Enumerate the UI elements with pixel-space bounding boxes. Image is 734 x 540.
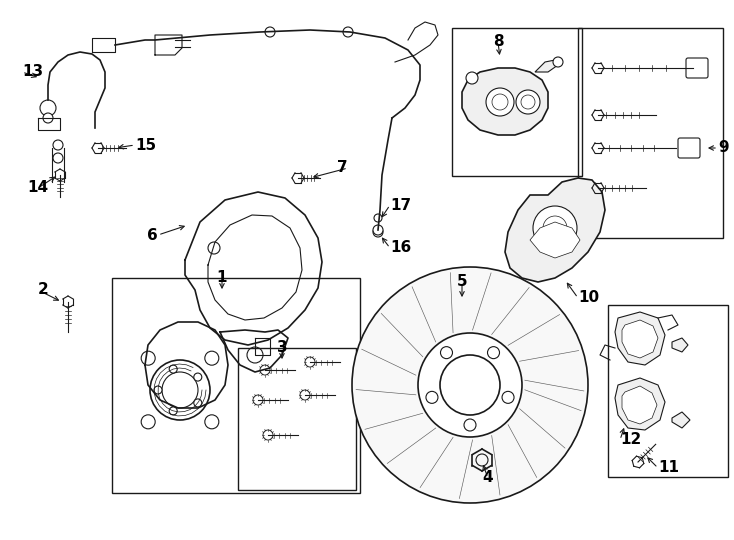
Bar (238, 348, 356, 490)
Circle shape (43, 113, 53, 123)
Text: 7: 7 (338, 160, 348, 176)
FancyBboxPatch shape (686, 58, 708, 78)
Circle shape (40, 100, 56, 116)
Text: 11: 11 (658, 461, 679, 476)
Text: 17: 17 (390, 198, 411, 213)
Circle shape (141, 415, 155, 429)
Circle shape (440, 347, 452, 359)
Polygon shape (672, 412, 690, 428)
Polygon shape (622, 320, 658, 358)
Circle shape (466, 72, 478, 84)
Polygon shape (530, 222, 580, 258)
Circle shape (486, 88, 514, 116)
Circle shape (300, 390, 310, 400)
Polygon shape (535, 60, 558, 72)
Polygon shape (505, 178, 605, 282)
Circle shape (502, 392, 514, 403)
Text: 4: 4 (483, 470, 493, 485)
Circle shape (373, 225, 383, 235)
Circle shape (53, 140, 63, 150)
Text: 6: 6 (148, 227, 158, 242)
Polygon shape (622, 386, 657, 424)
Text: 10: 10 (578, 291, 599, 306)
Polygon shape (462, 68, 548, 135)
Circle shape (154, 386, 162, 394)
Bar (452, 28, 582, 176)
Circle shape (418, 333, 522, 437)
FancyBboxPatch shape (678, 138, 700, 158)
Circle shape (53, 153, 63, 163)
Circle shape (305, 357, 315, 367)
Circle shape (194, 373, 202, 381)
Text: 15: 15 (135, 138, 156, 152)
Circle shape (170, 365, 177, 373)
Text: 13: 13 (22, 64, 43, 79)
Circle shape (260, 365, 270, 375)
Circle shape (150, 360, 210, 420)
Text: 16: 16 (390, 240, 411, 255)
Text: 5: 5 (457, 274, 468, 289)
Text: 2: 2 (38, 282, 48, 298)
Circle shape (162, 372, 198, 408)
Bar (578, 28, 723, 238)
Text: 9: 9 (718, 140, 729, 156)
Circle shape (352, 267, 588, 503)
Bar (112, 278, 360, 493)
Text: 3: 3 (277, 341, 287, 355)
Polygon shape (615, 378, 665, 430)
Circle shape (440, 355, 500, 415)
Circle shape (205, 351, 219, 365)
Circle shape (553, 57, 563, 67)
Polygon shape (615, 312, 665, 365)
Circle shape (487, 347, 500, 359)
Circle shape (194, 399, 202, 407)
Circle shape (374, 214, 382, 222)
Circle shape (464, 419, 476, 431)
Text: 14: 14 (27, 180, 48, 195)
Circle shape (426, 392, 438, 403)
Polygon shape (672, 338, 688, 352)
Text: 1: 1 (217, 271, 228, 286)
Circle shape (516, 90, 540, 114)
Circle shape (263, 430, 273, 440)
Circle shape (170, 407, 177, 415)
Circle shape (141, 351, 155, 365)
Circle shape (253, 395, 263, 405)
Circle shape (205, 415, 219, 429)
Text: 8: 8 (493, 35, 504, 50)
Text: 12: 12 (620, 433, 642, 448)
Circle shape (533, 206, 577, 250)
Bar (608, 305, 728, 477)
